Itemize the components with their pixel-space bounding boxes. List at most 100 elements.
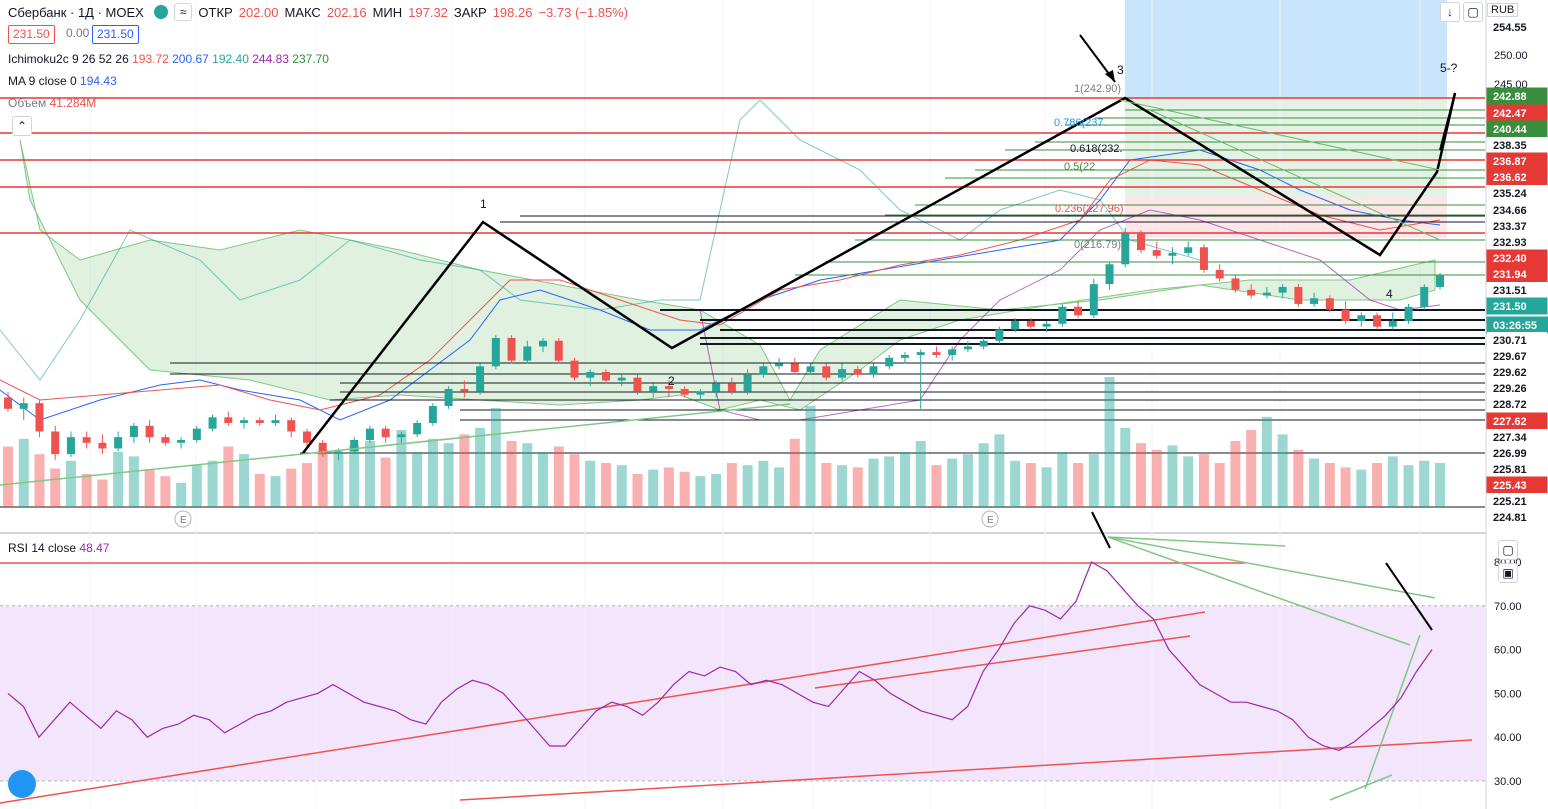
volume-bar	[1246, 430, 1257, 507]
price-badge	[1487, 429, 1547, 445]
volume-bar	[821, 463, 832, 507]
candle-body	[507, 337, 516, 361]
currency-label[interactable]: RUB	[1487, 3, 1519, 17]
price-badge	[1487, 396, 1547, 412]
pane-maximize-icon[interactable]: ▢	[1498, 540, 1518, 560]
price-badge	[1487, 332, 1547, 348]
volume-bar	[1167, 445, 1178, 507]
buy-price-button[interactable]: 231.50	[92, 25, 139, 44]
volume-bar	[1293, 449, 1304, 507]
volume-bar	[1387, 456, 1398, 507]
rsi-green-line-1	[1107, 536, 1286, 547]
volume-value: 41.284M	[49, 96, 97, 110]
candle-body	[712, 383, 721, 392]
volume-bar	[1309, 458, 1320, 507]
candle-body	[240, 420, 249, 423]
kijun-line	[0, 149, 1441, 421]
volume-bar	[1073, 463, 1084, 507]
volume-bar	[837, 465, 848, 507]
volume-bar	[475, 427, 486, 507]
compare-toggle-icon[interactable]: ≈	[173, 3, 193, 21]
ma-legend[interactable]: MA 9 close 0 194.43	[8, 74, 117, 88]
earnings-marker-label: E	[180, 515, 187, 526]
symbol-title[interactable]: Сбербанк · 1Д · MOEX	[8, 4, 144, 20]
market-status-icon	[153, 5, 168, 19]
candle-body	[1058, 306, 1067, 324]
volume-bar	[427, 438, 438, 507]
candle-body	[192, 428, 201, 440]
rsi-trendline-3	[459, 739, 1473, 801]
candle-body	[428, 405, 437, 423]
channel-line-1	[1119, 99, 1441, 171]
price-badge	[1487, 282, 1547, 298]
candle-body	[1420, 286, 1429, 307]
candle-body	[177, 439, 186, 443]
candle-body	[1325, 298, 1334, 310]
candle-body	[570, 360, 579, 378]
arrow-head-wave3-icon	[1105, 70, 1115, 82]
collapse-legend-icon[interactable]: ⌃	[12, 116, 32, 136]
price-badge-label: 03:26:55	[1493, 320, 1537, 332]
volume-bar	[191, 465, 202, 507]
volume-bar	[1356, 469, 1367, 507]
candle-body	[1105, 264, 1114, 285]
candle-body	[916, 352, 925, 355]
volume-bar	[1214, 463, 1225, 507]
sell-price-button[interactable]: 231.50	[8, 25, 55, 44]
earnings-marker-icon[interactable]	[174, 510, 192, 528]
volume-bar	[412, 452, 423, 507]
rsi-green-line-4	[1364, 634, 1421, 790]
volume-bar	[301, 463, 312, 507]
rsi-arrow-1	[1091, 511, 1111, 549]
volume-bar	[364, 441, 375, 507]
candle-body	[114, 437, 123, 449]
scroll-down-icon[interactable]: ↓	[1440, 2, 1460, 22]
volume-legend[interactable]: Объем 41.284M	[8, 96, 96, 110]
candle-body	[932, 352, 941, 355]
volume-bar	[994, 434, 1005, 507]
pane-restore-icon[interactable]: ▣	[1498, 563, 1518, 583]
volume-bar	[553, 446, 564, 507]
candle-body	[523, 346, 532, 361]
earnings-marker-icon[interactable]	[981, 510, 999, 528]
rsi-band	[0, 605, 1485, 781]
volume-bar	[931, 465, 942, 507]
price-badge-label: 227.34	[1493, 432, 1528, 444]
price-badge-label: 254.55	[1493, 22, 1527, 34]
volume-bar	[3, 446, 13, 507]
volume-bar	[160, 476, 171, 507]
close-label: ЗАКР	[453, 4, 487, 20]
price-badge	[1487, 493, 1547, 509]
maximize-icon[interactable]: ▢	[1463, 2, 1483, 22]
tradingview-logo-icon[interactable]	[8, 770, 36, 798]
volume-bar	[899, 452, 910, 507]
volume-bar	[742, 465, 753, 507]
candle-body	[1121, 233, 1130, 265]
volume-bar	[380, 457, 391, 507]
volume-bar	[459, 434, 470, 507]
volume-bar	[1057, 452, 1068, 507]
price-badge-label: 226.99	[1493, 448, 1527, 460]
high-value: 202.16	[326, 4, 367, 20]
candle-body	[413, 422, 422, 435]
candle-body	[255, 420, 264, 423]
volume-bar	[774, 467, 785, 507]
ma-value: 194.43	[80, 74, 117, 88]
rsi-legend[interactable]: RSI 14 close 48.47	[8, 541, 109, 555]
candle-body	[601, 371, 610, 381]
rsi-green-line-5	[1329, 774, 1393, 801]
candle-body	[995, 329, 1004, 341]
candle-body	[1436, 275, 1444, 287]
volume-bar	[522, 443, 533, 507]
candle-body	[948, 349, 957, 355]
candle-body	[790, 363, 799, 372]
candle-body	[1357, 315, 1366, 321]
price-badge-label: 224.81	[1493, 512, 1527, 524]
candle-body	[554, 340, 563, 361]
volume-bar	[396, 430, 407, 507]
volume-bar	[758, 460, 769, 507]
ichimoku-legend[interactable]: Ichimoku2c 9 26 52 26 193.72 200.67 192.…	[8, 52, 329, 66]
candle-body	[82, 437, 91, 443]
price-badge-label: 234.66	[1493, 205, 1527, 217]
